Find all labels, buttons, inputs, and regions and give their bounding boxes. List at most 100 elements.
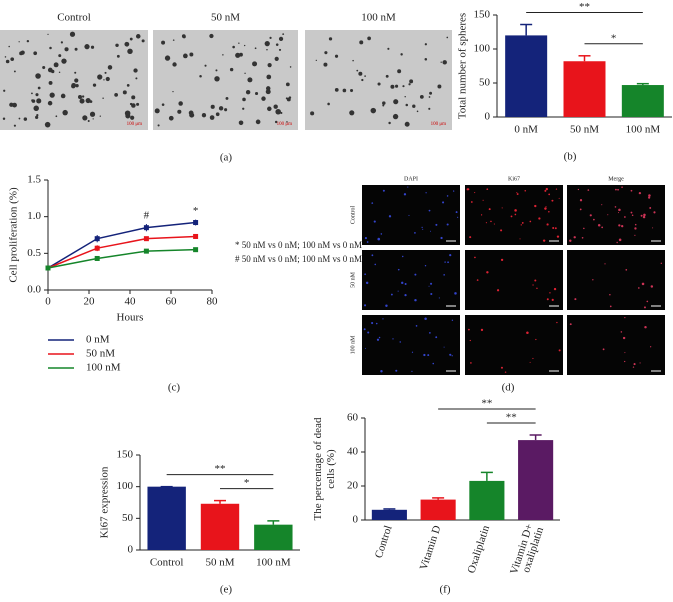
y-tick-label: 100 <box>117 480 134 492</box>
cell-spot <box>529 220 532 223</box>
cell-spot <box>469 236 472 239</box>
sphere-spot <box>136 102 140 106</box>
sphere-spot <box>254 91 259 96</box>
cell-spot <box>500 229 503 232</box>
sphere-spot <box>60 41 64 44</box>
cell-spot <box>443 346 445 348</box>
sphere-spot <box>356 69 359 72</box>
cell-spot <box>545 206 547 208</box>
sphere-spot <box>178 101 183 106</box>
cell-spot <box>516 193 519 196</box>
cell-spot <box>529 361 531 363</box>
sphere-spot <box>408 83 411 86</box>
significance-label: * <box>244 477 250 489</box>
sphere-spot <box>157 124 160 127</box>
sphere-spot <box>440 61 442 63</box>
cell-spot <box>457 216 459 218</box>
sphere-spot <box>388 121 391 125</box>
sphere-spot <box>90 45 95 49</box>
cell-spot <box>425 192 427 194</box>
image-label: 100 nM <box>361 12 396 24</box>
error-bar <box>578 55 591 62</box>
cell-spot <box>593 218 595 221</box>
cell-spot <box>521 222 524 224</box>
sphere-spot <box>382 104 385 107</box>
cell-spot <box>496 289 500 292</box>
cell-spot <box>549 292 551 294</box>
sphere-spot <box>177 109 182 114</box>
scale-bar: 100 μm <box>127 122 142 127</box>
row-label: Control <box>350 206 356 225</box>
sphere-spot <box>214 76 220 82</box>
cell-spot <box>467 188 470 191</box>
error-bar <box>529 434 542 441</box>
sphere-spot <box>328 37 333 41</box>
bar <box>200 503 240 550</box>
sphere-spot <box>349 110 355 116</box>
cell-spot <box>380 233 383 235</box>
sphere-spot <box>172 62 177 67</box>
cell-spot <box>589 214 592 217</box>
series-line <box>47 248 196 269</box>
cell-spot <box>624 352 626 354</box>
sphere-spot <box>35 73 41 79</box>
sphere-spot <box>393 99 399 105</box>
cell-spot <box>601 204 603 206</box>
sphere-spot <box>129 37 133 41</box>
sphere-spot <box>359 40 364 45</box>
sphere-spot <box>285 82 290 87</box>
sphere-spot <box>116 54 120 58</box>
sphere-spot <box>392 113 399 120</box>
sphere-spot <box>327 102 330 106</box>
sphere-spot <box>416 110 419 113</box>
sphere-spot <box>397 69 402 74</box>
fluorescence-image <box>465 250 563 310</box>
cell-spot <box>480 214 483 216</box>
cell-spot <box>422 228 424 230</box>
cell-spot <box>376 338 380 341</box>
sphere-spot <box>269 36 272 40</box>
sphere-spot <box>71 84 76 89</box>
marker <box>143 236 149 242</box>
image-label: 50 nM <box>211 12 240 24</box>
sphere-spot <box>367 36 371 41</box>
sphere-spot <box>49 46 52 50</box>
x-tick-label: 20 <box>84 296 96 308</box>
sphere-spot <box>390 84 395 89</box>
cell-spot <box>414 232 416 234</box>
cell-spot <box>558 349 561 352</box>
sphere-spot <box>141 39 145 43</box>
sphere-spot <box>58 71 61 74</box>
sphere-spot <box>238 120 244 126</box>
sphere-spot <box>229 67 234 72</box>
cell-spot <box>622 336 626 340</box>
y-tick-label: 0 <box>353 514 359 526</box>
sphere-spot <box>168 115 174 121</box>
sphere-spot <box>342 88 347 93</box>
sphere-spot <box>58 54 62 58</box>
panel-label: (b) <box>564 151 577 163</box>
y-tick-label: 1.5 <box>27 174 41 186</box>
error-bar <box>636 82 649 86</box>
cell-spot <box>621 186 623 189</box>
sphere-spot <box>275 43 279 46</box>
x-tick-label: 0 <box>45 296 51 308</box>
y-tick-label: 150 <box>117 449 134 461</box>
sphere-spot <box>47 100 53 106</box>
cell-spot <box>486 188 489 191</box>
sphere-spot <box>323 62 328 67</box>
cell-spot <box>519 238 521 240</box>
cell-spot <box>430 292 433 296</box>
sphere-spot <box>395 84 399 88</box>
sphere-spot <box>244 72 246 75</box>
cell-spot <box>423 353 426 357</box>
sphere-spot <box>18 41 20 43</box>
sphere-spot <box>239 52 243 57</box>
significance-label: ** <box>579 1 590 13</box>
cell-spot <box>404 294 407 297</box>
cell-spot <box>520 224 522 226</box>
y-tick-label: 0.0 <box>27 284 41 296</box>
cell-spot <box>634 223 637 226</box>
cell-spot <box>545 187 548 191</box>
cell-spot <box>624 216 626 218</box>
